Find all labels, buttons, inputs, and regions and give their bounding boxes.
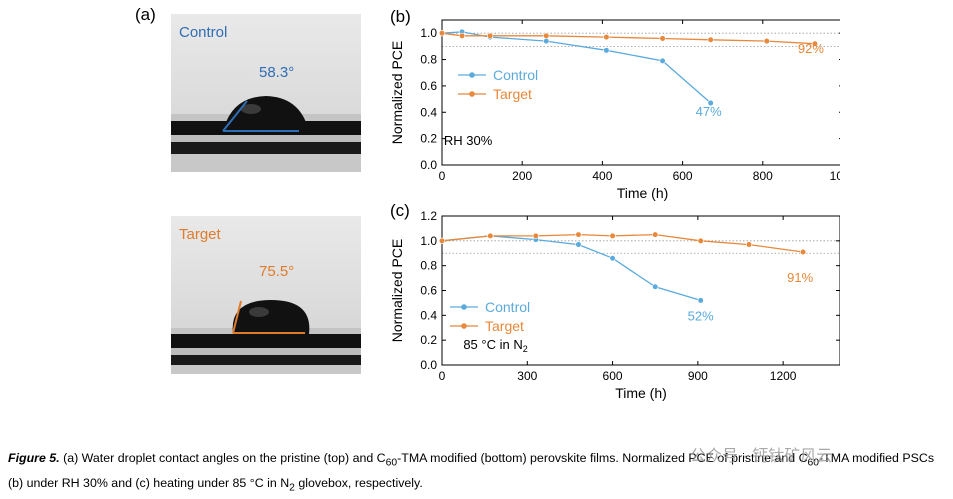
control-label: Control bbox=[179, 24, 228, 41]
chart-b-control-point-3 bbox=[543, 37, 550, 45]
chart-b-target-point-2 bbox=[487, 32, 494, 39]
caption-sub-1: 60 bbox=[385, 457, 398, 469]
chart-c-annotation-0: 52% bbox=[688, 308, 714, 323]
chart-c-xtick-label-3: 900 bbox=[688, 369, 708, 383]
watermark: 公众号 · 钙钛矿风云 bbox=[690, 448, 833, 465]
chart-b-annotation-1: 92% bbox=[798, 41, 824, 56]
chart-b-target-point-7 bbox=[763, 37, 770, 45]
chart-b-frame bbox=[441, 19, 840, 166]
chart-b-xtick-label-5: 1000 bbox=[830, 169, 840, 183]
chart-b-target-point-0 bbox=[438, 30, 446, 37]
figure-caption: Figure 5. (a) Water droplet contact angl… bbox=[8, 448, 948, 499]
target-droplet-graphic bbox=[171, 216, 361, 374]
chart-b-control-point-5 bbox=[659, 57, 666, 64]
chart-b-xlabel: Time (h) bbox=[617, 185, 669, 201]
chart-b-series-control-line bbox=[441, 31, 712, 104]
chart-b-legend-marker-0 bbox=[469, 72, 475, 78]
chart-b-legend-marker-1 bbox=[469, 91, 475, 97]
chart-b-control-point-4 bbox=[603, 47, 610, 54]
chart-c-target-point-1 bbox=[487, 232, 494, 239]
chart-c-ytick-label-0: 0.0 bbox=[420, 358, 437, 372]
panel-a-letter: (a) bbox=[135, 5, 156, 24]
chart-b-ytick-label-1: 0.2 bbox=[420, 132, 437, 146]
chart-b-ytick-label-3: 0.6 bbox=[420, 79, 437, 93]
chart-c-ylabel: Normalized PCE bbox=[389, 239, 405, 342]
target-angle-label: 75.5° bbox=[259, 263, 295, 280]
chart-b-control-point-6 bbox=[707, 99, 714, 107]
chart-b-ytick-label-4: 0.8 bbox=[420, 53, 437, 67]
chart-b-panel-letter: (b) bbox=[390, 7, 411, 26]
chart-b-xtick-label-4: 800 bbox=[753, 169, 773, 183]
chart-b-annotation-0: 47% bbox=[696, 104, 722, 119]
chart-c-xtick-label-2: 600 bbox=[603, 369, 623, 383]
chart-b-ytick-label-2: 0.4 bbox=[420, 105, 437, 119]
chart-c-ytick-label-5: 1.0 bbox=[420, 234, 437, 248]
chart-c-control-point-4 bbox=[609, 255, 616, 262]
chart-c-annotation-sub-2: 2 bbox=[523, 344, 528, 354]
chart-b-legend-label-1: Target bbox=[493, 86, 532, 102]
caption-sub-2: 60 bbox=[807, 457, 820, 469]
caption-label: Figure 5. bbox=[8, 451, 60, 465]
chart-b-legend-label-0: Control bbox=[493, 67, 538, 83]
chart-b-xtick-label-2: 400 bbox=[592, 169, 612, 183]
chart-c-control-point-3 bbox=[575, 241, 582, 248]
chart-c-legend-marker-0 bbox=[461, 304, 467, 310]
chart-c-xtick-label-0: 0 bbox=[439, 369, 446, 383]
chart-b-xtick-label-1: 200 bbox=[512, 169, 532, 183]
control-droplet-graphic bbox=[171, 14, 361, 172]
chart-c-legend-label-1: Target bbox=[485, 318, 524, 334]
chart-c-xlabel: Time (h) bbox=[615, 385, 667, 401]
chart-c-ytick-label-3: 0.6 bbox=[420, 284, 437, 298]
chart-c-control-point-5 bbox=[652, 283, 659, 290]
target-droplet-photo: Target 75.5° bbox=[171, 216, 361, 374]
caption-text-3: -TMA modified PSCs (b) under RH 30% and … bbox=[8, 451, 935, 491]
chart-c-target-point-5 bbox=[652, 231, 659, 238]
chart-b-series-target-line bbox=[441, 32, 815, 45]
control-angle-label: 58.3° bbox=[259, 64, 295, 81]
chart-c-target-point-4 bbox=[609, 232, 616, 239]
chart-c-target-point-2 bbox=[532, 232, 539, 239]
chart-c-legend-marker-1 bbox=[461, 323, 467, 329]
chart-c-series-control-line bbox=[441, 235, 701, 302]
chart-c-xtick-label-1: 300 bbox=[517, 369, 537, 383]
chart-c-ytick-label-1: 0.2 bbox=[420, 333, 437, 347]
chart-c-xtick-label-4: 1200 bbox=[770, 369, 797, 383]
chart-c-control-point-6 bbox=[697, 297, 704, 304]
chart-b-ytick-label-5: 1.0 bbox=[420, 26, 437, 40]
chart-b-target-point-3 bbox=[543, 32, 550, 39]
chart-c: (c) 0 300 600 900 1200 0.0 0.2 0.4 0.6 0.8 1.0 1.2 Ti… bbox=[389, 201, 840, 401]
chart-b: (b) 0 200 400 600 800 1000 0.0 0.2 0.4 0.6 0.8 1.0 Ti… bbox=[389, 7, 840, 201]
chart-c-target-point-0 bbox=[438, 237, 446, 244]
control-droplet-photo: Control 58.3° bbox=[171, 14, 361, 172]
chart-b-xtick-label-0: 0 bbox=[439, 169, 446, 183]
caption-text-4: glovebox, respectively. bbox=[294, 476, 423, 491]
chart-c-target-point-8 bbox=[799, 248, 807, 256]
chart-c-ytick-label-2: 0.4 bbox=[420, 308, 437, 322]
caption-text-1: (a) Water droplet contact angles on the … bbox=[59, 451, 386, 465]
chart-c-panel-letter: (c) bbox=[390, 201, 410, 220]
chart-c-annotation-2: 85 °C in N2 bbox=[463, 337, 527, 354]
chart-c-target-point-6 bbox=[697, 237, 704, 244]
chart-b-target-point-6 bbox=[707, 36, 714, 43]
chart-c-target-point-7 bbox=[745, 241, 753, 248]
target-label: Target bbox=[179, 226, 221, 243]
chart-b-ytick-label-0: 0.0 bbox=[420, 158, 437, 172]
chart-c-annotation-1: 91% bbox=[787, 270, 813, 285]
chart-c-ytick-label-4: 0.8 bbox=[420, 259, 437, 273]
chart-c-ytick-label-6: 1.2 bbox=[420, 209, 437, 223]
caption-sub-3: 2 bbox=[289, 482, 295, 494]
chart-b-target-point-4 bbox=[603, 34, 610, 41]
chart-b-annotation-2: RH 30% bbox=[444, 133, 493, 148]
chart-b-ylabel: Normalized PCE bbox=[389, 41, 405, 144]
chart-b-xtick-label-3: 600 bbox=[673, 169, 693, 183]
chart-b-target-point-1 bbox=[458, 32, 466, 39]
chart-c-target-point-3 bbox=[575, 231, 582, 238]
chart-c-legend-label-0: Control bbox=[485, 299, 530, 315]
caption-text-2: -TMA modified (bottom) perovskite films.… bbox=[397, 451, 808, 465]
chart-b-target-point-5 bbox=[659, 35, 666, 42]
chart-b-target-point-8 bbox=[811, 40, 819, 47]
